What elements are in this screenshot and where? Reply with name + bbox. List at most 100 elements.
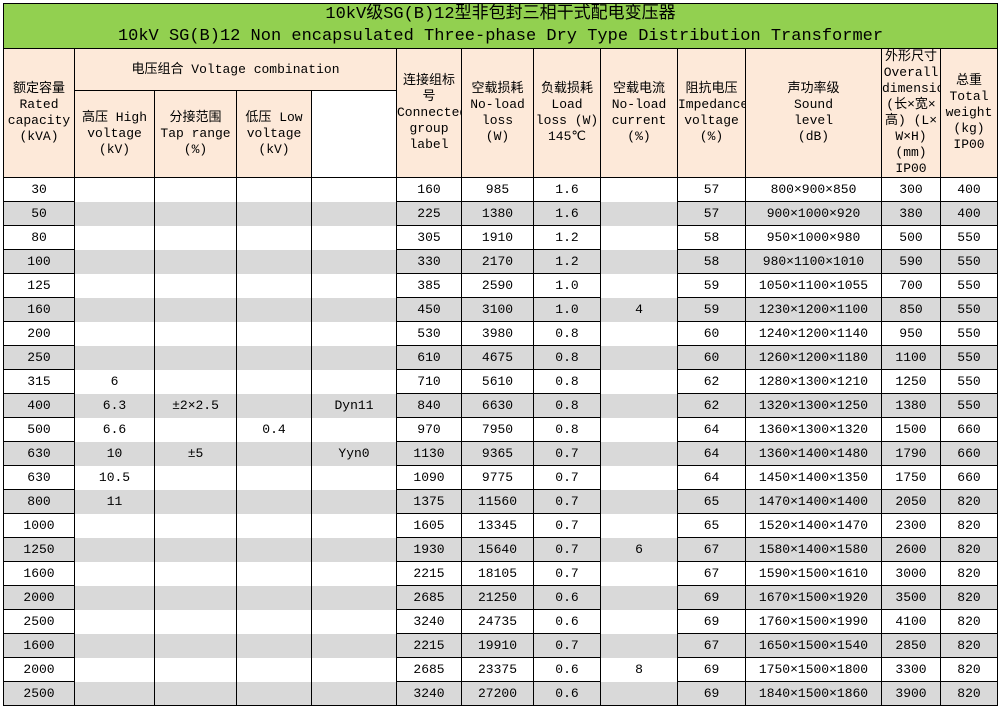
header-line: Connected bbox=[397, 105, 462, 120]
cell-gauge: 820 bbox=[939, 561, 999, 586]
cell-low-voltage: 0.4 bbox=[236, 417, 312, 442]
cell-connected-group bbox=[311, 609, 397, 634]
cell-connected-group bbox=[311, 537, 397, 562]
cell-rated-capacity: 80 bbox=[3, 225, 75, 250]
cell-overall-dimension: 1470×1400×1400 bbox=[745, 489, 882, 514]
cell-connected-group bbox=[311, 321, 397, 346]
cell-low-voltage bbox=[236, 609, 312, 634]
cell-rated-capacity: 50 bbox=[3, 201, 75, 226]
cell-no-load-current: 0.8 bbox=[533, 393, 601, 418]
header-line: (dB) bbox=[797, 129, 830, 144]
cell-low-voltage bbox=[236, 585, 312, 610]
cell-overall-dimension: 980×1100×1010 bbox=[745, 249, 882, 274]
table-row: 800 11 1375 11560 0.7 65 1470×1400×1400 2050 820 bbox=[3, 489, 999, 514]
cell-high-voltage: 6.3 bbox=[74, 393, 155, 418]
header-impedance-voltage: 阻抗电压 Impedance voltage (%) bbox=[677, 48, 746, 178]
cell-load-loss: 3100 bbox=[461, 297, 534, 322]
cell-connected-group: Dyn11 bbox=[311, 393, 397, 418]
cell-overall-dimension: 950×1000×980 bbox=[745, 225, 882, 250]
cell-impedance-voltage bbox=[600, 369, 678, 394]
cell-sound-level: 62 bbox=[677, 369, 746, 394]
cell-connected-group bbox=[311, 633, 397, 658]
cell-gauge: 820 bbox=[939, 513, 999, 538]
cell-low-voltage bbox=[236, 345, 312, 370]
header-line: Impedance bbox=[678, 97, 746, 112]
cell-low-voltage bbox=[236, 681, 312, 706]
cell-connected-group bbox=[311, 201, 397, 226]
cell-sound-level: 64 bbox=[677, 417, 746, 442]
table-row: 1250 1930 15640 0.7 6 67 1580×1400×1580 2600 820 bbox=[3, 537, 999, 562]
cell-low-voltage bbox=[236, 513, 312, 538]
cell-overall-dimension: 1280×1300×1210 bbox=[745, 369, 882, 394]
table-row: 100 330 2170 1.2 58 980×1100×1010 590 550 bbox=[3, 249, 999, 274]
cell-impedance-voltage bbox=[600, 321, 678, 346]
cell-total-weight: 2850 bbox=[881, 633, 941, 658]
cell-overall-dimension: 1230×1200×1100 bbox=[745, 297, 882, 322]
header-line: group bbox=[409, 121, 449, 136]
header-sound-level: 声功率级 Sound level (dB) bbox=[745, 48, 882, 178]
cell-overall-dimension: 1590×1500×1610 bbox=[745, 561, 882, 586]
table-row: 80 305 1910 1.2 58 950×1000×980 500 550 bbox=[3, 225, 999, 250]
cell-no-load-current: 0.7 bbox=[533, 513, 601, 538]
cell-total-weight: 1500 bbox=[881, 417, 941, 442]
cell-rated-capacity: 1000 bbox=[3, 513, 75, 538]
cell-high-voltage bbox=[74, 345, 155, 370]
cell-no-load-loss: 1090 bbox=[396, 465, 462, 490]
cell-low-voltage bbox=[236, 201, 312, 226]
cell-tap-range bbox=[154, 369, 237, 394]
cell-connected-group bbox=[311, 489, 397, 514]
cell-connected-group bbox=[311, 513, 397, 538]
cell-tap-range bbox=[154, 417, 237, 442]
cell-low-voltage bbox=[236, 225, 312, 250]
cell-load-loss: 9365 bbox=[461, 441, 534, 466]
cell-high-voltage bbox=[74, 201, 155, 226]
cell-low-voltage bbox=[236, 465, 312, 490]
cell-load-loss: 27200 bbox=[461, 681, 534, 706]
cell-high-voltage: 10 bbox=[74, 441, 155, 466]
header-line: 空载损耗 bbox=[471, 81, 524, 96]
cell-rated-capacity: 2500 bbox=[3, 681, 75, 706]
cell-low-voltage bbox=[236, 249, 312, 274]
cell-load-loss: 15640 bbox=[461, 537, 534, 562]
cell-no-load-loss: 3240 bbox=[396, 609, 462, 634]
cell-overall-dimension: 1320×1300×1250 bbox=[745, 393, 882, 418]
table-row: 315 6 710 5610 0.8 62 1280×1300×1210 1250 550 bbox=[3, 369, 999, 394]
cell-no-load-current: 0.7 bbox=[533, 441, 601, 466]
table-row: 1600 2215 19910 0.7 67 1650×1500×1540 2850 820 bbox=[3, 633, 999, 658]
cell-total-weight: 1750 bbox=[881, 465, 941, 490]
cell-sound-level: 58 bbox=[677, 249, 746, 274]
cell-gauge: 820 bbox=[939, 609, 999, 634]
cell-total-weight: 3300 bbox=[881, 657, 941, 682]
cell-low-voltage bbox=[236, 369, 312, 394]
header-line: (%) bbox=[627, 129, 651, 144]
header-line: Load bbox=[551, 97, 583, 112]
cell-total-weight: 380 bbox=[881, 201, 941, 226]
cell-sound-level: 67 bbox=[677, 537, 746, 562]
cell-no-load-current: 0.6 bbox=[533, 681, 601, 706]
cell-impedance-voltage: 6 bbox=[600, 537, 678, 562]
cell-connected-group bbox=[311, 561, 397, 586]
cell-total-weight: 590 bbox=[881, 249, 941, 274]
cell-overall-dimension: 1580×1400×1580 bbox=[745, 537, 882, 562]
header-line: 连接组标号 bbox=[402, 73, 455, 104]
cell-high-voltage bbox=[74, 513, 155, 538]
cell-high-voltage: 6.6 bbox=[74, 417, 155, 442]
header-line: (W) bbox=[485, 129, 510, 144]
cell-sound-level: 69 bbox=[677, 585, 746, 610]
header-line: 阻抗电压 bbox=[685, 81, 738, 96]
cell-rated-capacity: 1250 bbox=[3, 537, 75, 562]
cell-low-voltage bbox=[236, 273, 312, 298]
cell-high-voltage bbox=[74, 273, 155, 298]
cell-gauge: 820 bbox=[939, 585, 999, 610]
header-line: loss bbox=[481, 113, 514, 128]
cell-impedance-voltage bbox=[600, 225, 678, 250]
cell-no-load-current: 1.2 bbox=[533, 249, 601, 274]
header-line: voltage bbox=[87, 126, 142, 142]
table-row: 250 610 4675 0.8 60 1260×1200×1180 1100 550 bbox=[3, 345, 999, 370]
cell-gauge: 550 bbox=[939, 249, 999, 274]
cell-load-loss: 9775 bbox=[461, 465, 534, 490]
cell-sound-level: 64 bbox=[677, 465, 746, 490]
header-line: Tap range bbox=[160, 126, 231, 142]
cell-no-load-loss: 1375 bbox=[396, 489, 462, 514]
table-row: 2500 3240 24735 0.6 69 1760×1500×1990 4100 820 bbox=[3, 609, 999, 634]
